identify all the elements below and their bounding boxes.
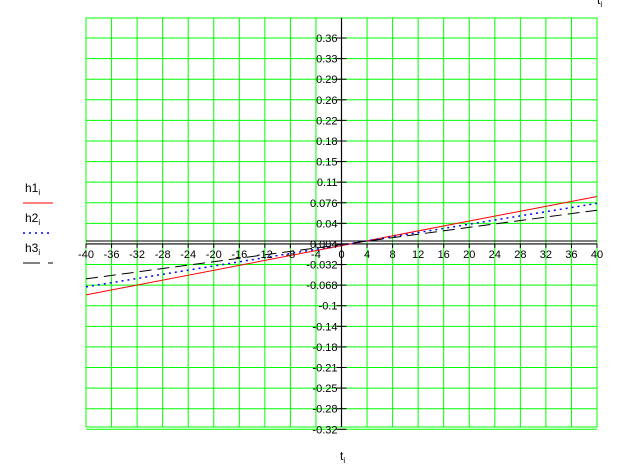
y-tick-label: 0.26 <box>316 95 337 107</box>
x-tick-label: 0 <box>338 249 344 261</box>
x-tick-label: 24 <box>489 249 501 261</box>
y-tick-label: 0.04 <box>316 218 337 230</box>
y-tick-label: -0.32 <box>312 424 337 436</box>
x-tick-label: 16 <box>438 249 450 261</box>
y-tick-label: -0.032 <box>306 260 337 272</box>
x-tick-label: 20 <box>463 249 475 261</box>
y-tick-label: -0.28 <box>312 404 337 416</box>
y-tick-label: -0.14 <box>312 321 337 333</box>
series-line-h2 <box>85 202 598 288</box>
x-tick-label: 8 <box>390 249 396 261</box>
y-tick-label: 0.33 <box>316 54 337 66</box>
x-axis-label: ti <box>340 449 345 465</box>
series-lines <box>85 195 598 296</box>
legend-label-h1: h1i <box>25 181 40 197</box>
x-tick-label: 36 <box>565 249 577 261</box>
y-tick-label: -0.18 <box>312 342 337 354</box>
x-tick-label: -12 <box>257 249 273 261</box>
x-tick-label: -20 <box>206 249 222 261</box>
y-tick-label: 0.29 <box>316 74 337 86</box>
y-tick-label: 0.15 <box>316 157 337 169</box>
legend: h1i h2i h3i <box>23 181 53 264</box>
y-tick-label: 0.22 <box>316 115 337 127</box>
x-tick-label: 4 <box>364 249 370 261</box>
x-tick-label: -4 <box>311 249 321 261</box>
y-tick-label: -0.068 <box>306 280 337 292</box>
y-tick-label: 0.36 <box>316 33 337 45</box>
x-tick-label: -40 <box>78 249 94 261</box>
y-tick-label: 0.18 <box>316 136 337 148</box>
y-tick-label: 0.076 <box>310 198 338 210</box>
y-tick-label: -0.21 <box>312 363 337 375</box>
legend-label-h2: h2i <box>25 211 40 227</box>
x-tick-label: -24 <box>180 249 196 261</box>
x-tick-label: -28 <box>155 249 171 261</box>
y-tick-label: 0.11 <box>317 177 338 189</box>
x-tick-label: 12 <box>412 249 424 261</box>
y-tick-label: 0.004 <box>310 239 338 251</box>
legend-label-h3: h3i <box>25 241 40 257</box>
x-tick-label: -36 <box>104 249 120 261</box>
x-tick-label: -16 <box>231 249 247 261</box>
axes <box>85 18 598 430</box>
top-axis-label: ti <box>597 0 602 9</box>
x-tick-label: 40 <box>591 249 603 261</box>
series-line-h3 <box>85 209 598 280</box>
x-tick-label: 28 <box>514 249 526 261</box>
x-tick-label: -8 <box>286 249 296 261</box>
y-tick-label: -0.1 <box>319 301 338 313</box>
x-tick-label: 32 <box>540 249 552 261</box>
y-tick-label: -0.25 <box>312 383 337 395</box>
x-tick-label: -32 <box>129 249 145 261</box>
tick-labels: -40 -36 -32 -28 -24 -20 -16 -12 -8 -4 0 4 8 12 16 20 24 2… <box>78 33 603 436</box>
